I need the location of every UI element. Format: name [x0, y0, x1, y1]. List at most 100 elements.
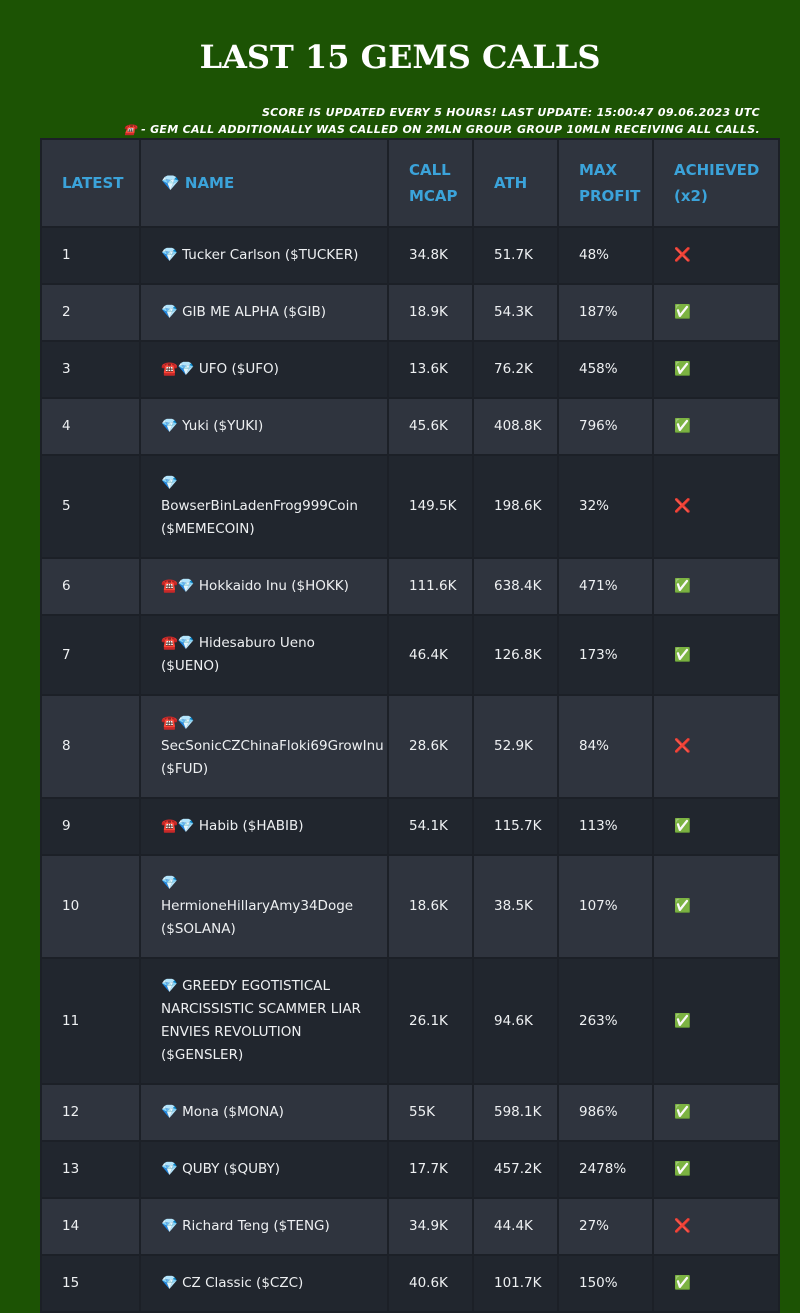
table-cell: 18.6K — [389, 856, 472, 957]
table-cell: ❌ — [654, 696, 778, 797]
table-cell: 17.7K — [389, 1142, 472, 1197]
table-cell: 126.8K — [474, 616, 557, 694]
table-row: 6 ☎️💎 Hokkaido Inu ($HOKK) 111.6K 638.4K 471… — [42, 559, 778, 614]
table-cell: 48% — [559, 228, 652, 283]
table-cell: 638.4K — [474, 559, 557, 614]
table-cell: ✅ — [654, 959, 778, 1083]
table-row: 3 ☎️💎 UFO ($UFO) 13.6K 76.2K 458% ✅ — [42, 342, 778, 397]
table-cell: 3 — [42, 342, 139, 397]
column-header: ATH — [474, 140, 557, 226]
table-cell: 94.6K — [474, 959, 557, 1083]
table-row: 13 💎 QUBY ($QUBY) 17.7K 457.2K 2478% ✅ — [42, 1142, 778, 1197]
table-cell: ❌ — [654, 228, 778, 283]
table-cell: 107% — [559, 856, 652, 957]
table-row: 8 ☎️💎 SecSonicCZChinaFloki69GrowInu ($FUD… — [42, 696, 778, 797]
table-row: 5 💎 BowserBinLadenFrog999Coin ($MEMECOIN)… — [42, 456, 778, 557]
table-cell: 13.6K — [389, 342, 472, 397]
table-cell: 32% — [559, 456, 652, 557]
table-cell: 💎 QUBY ($QUBY) — [141, 1142, 387, 1197]
header-row: LATEST 💎 NAME CALL MCAP ATH MAX PROFIT ACHIEV… — [42, 140, 778, 226]
table-cell: 💎 CZ Classic ($CZC) — [141, 1256, 387, 1311]
column-header: ACHIEVED (x2) — [654, 140, 778, 226]
table-cell: 15 — [42, 1256, 139, 1311]
table-cell: 986% — [559, 1085, 652, 1140]
table-cell: 💎 Tucker Carlson ($TUCKER) — [141, 228, 387, 283]
table-cell: ✅ — [654, 856, 778, 957]
table-cell: 173% — [559, 616, 652, 694]
table-cell: 54.3K — [474, 285, 557, 340]
table-cell: 💎 Richard Teng ($TENG) — [141, 1199, 387, 1254]
table-cell: 9 — [42, 799, 139, 854]
table-row: 2 💎 GIB ME ALPHA ($GIB) 18.9K 54.3K 187% ✅ — [42, 285, 778, 340]
table-cell: 13 — [42, 1142, 139, 1197]
table-cell: ✅ — [654, 799, 778, 854]
table-cell: 27% — [559, 1199, 652, 1254]
table-cell: 113% — [559, 799, 652, 854]
page: LAST 15 GEMS CALLS SCORE IS UPDATED EVER… — [40, 38, 780, 1313]
table-cell: 101.7K — [474, 1256, 557, 1311]
table-cell: 2 — [42, 285, 139, 340]
table-body: 1 💎 Tucker Carlson ($TUCKER) 34.8K 51.7K 48%… — [42, 228, 778, 1311]
table-cell: 40.6K — [389, 1256, 472, 1311]
table-cell: 💎 Yuki ($YUKI) — [141, 399, 387, 454]
table-cell: 149.5K — [389, 456, 472, 557]
table-row: 1 💎 Tucker Carlson ($TUCKER) 34.8K 51.7K 48%… — [42, 228, 778, 283]
table-cell: 4 — [42, 399, 139, 454]
table-cell: ☎️💎 Hokkaido Inu ($HOKK) — [141, 559, 387, 614]
column-header: LATEST — [42, 140, 139, 226]
column-header: 💎 NAME — [141, 140, 387, 226]
table-cell: ✅ — [654, 616, 778, 694]
table-cell: 111.6K — [389, 559, 472, 614]
table-cell: 28.6K — [389, 696, 472, 797]
table-cell: 458% — [559, 342, 652, 397]
table-cell: ☎️💎 SecSonicCZChinaFloki69GrowInu ($FUD) — [141, 696, 387, 797]
table-cell: 💎 GIB ME ALPHA ($GIB) — [141, 285, 387, 340]
table-cell: 187% — [559, 285, 652, 340]
table-cell: 44.4K — [474, 1199, 557, 1254]
table-cell: 408.8K — [474, 399, 557, 454]
table-cell: 34.8K — [389, 228, 472, 283]
table-cell: ☎️💎 Hidesaburo Ueno ($UENO) — [141, 616, 387, 694]
table-row: 4 💎 Yuki ($YUKI) 45.6K 408.8K 796% ✅ — [42, 399, 778, 454]
table-cell: 457.2K — [474, 1142, 557, 1197]
table-cell: ❌ — [654, 1199, 778, 1254]
table-cell: 1 — [42, 228, 139, 283]
table-cell: 💎 BowserBinLadenFrog999Coin ($MEMECOIN) — [141, 456, 387, 557]
table-cell: 45.6K — [389, 399, 472, 454]
table-cell: 34.9K — [389, 1199, 472, 1254]
table-cell: 263% — [559, 959, 652, 1083]
table-cell: 12 — [42, 1085, 139, 1140]
table-cell: ☎️💎 UFO ($UFO) — [141, 342, 387, 397]
table-cell: 26.1K — [389, 959, 472, 1083]
table-row: 7 ☎️💎 Hidesaburo Ueno ($UENO) 46.4K 126.8K 1… — [42, 616, 778, 694]
table-cell: 51.7K — [474, 228, 557, 283]
table-cell: ✅ — [654, 1142, 778, 1197]
table-cell: ✅ — [654, 399, 778, 454]
table-cell: 76.2K — [474, 342, 557, 397]
table-cell: 54.1K — [389, 799, 472, 854]
table-cell: 14 — [42, 1199, 139, 1254]
table-cell: ✅ — [654, 559, 778, 614]
table-row: 9 ☎️💎 Habib ($HABIB) 54.1K 115.7K 113% ✅ — [42, 799, 778, 854]
table-cell: 💎 Mona ($MONA) — [141, 1085, 387, 1140]
table-cell: 18.9K — [389, 285, 472, 340]
table-cell: 💎 GREEDY EGOTISTICAL NARCISSISTIC SCAMME… — [141, 959, 387, 1083]
table-cell: ✅ — [654, 1085, 778, 1140]
table-cell: 55K — [389, 1085, 472, 1140]
column-header: MAX PROFIT — [559, 140, 652, 226]
table-row: 15 💎 CZ Classic ($CZC) 40.6K 101.7K 150% ✅ — [42, 1256, 778, 1311]
table-cell: ☎️💎 Habib ($HABIB) — [141, 799, 387, 854]
call-note: ☎️ - GEM CALL ADDITIONALLY WAS CALLED ON… — [122, 123, 760, 136]
table-cell: 38.5K — [474, 856, 557, 957]
table-cell: 8 — [42, 696, 139, 797]
table-cell: 6 — [42, 559, 139, 614]
table-cell: 5 — [42, 456, 139, 557]
table-row: 10 💎 HermioneHillaryAmy34Doge ($SOLANA) 18… — [42, 856, 778, 957]
table-cell: 💎 HermioneHillaryAmy34Doge ($SOLANA) — [141, 856, 387, 957]
table-cell: 598.1K — [474, 1085, 557, 1140]
table-cell: ✅ — [654, 342, 778, 397]
calls-table: LATEST 💎 NAME CALL MCAP ATH MAX PROFIT ACHIEV… — [40, 138, 780, 1313]
table-cell: 471% — [559, 559, 652, 614]
table-cell: ❌ — [654, 456, 778, 557]
table-cell: 52.9K — [474, 696, 557, 797]
